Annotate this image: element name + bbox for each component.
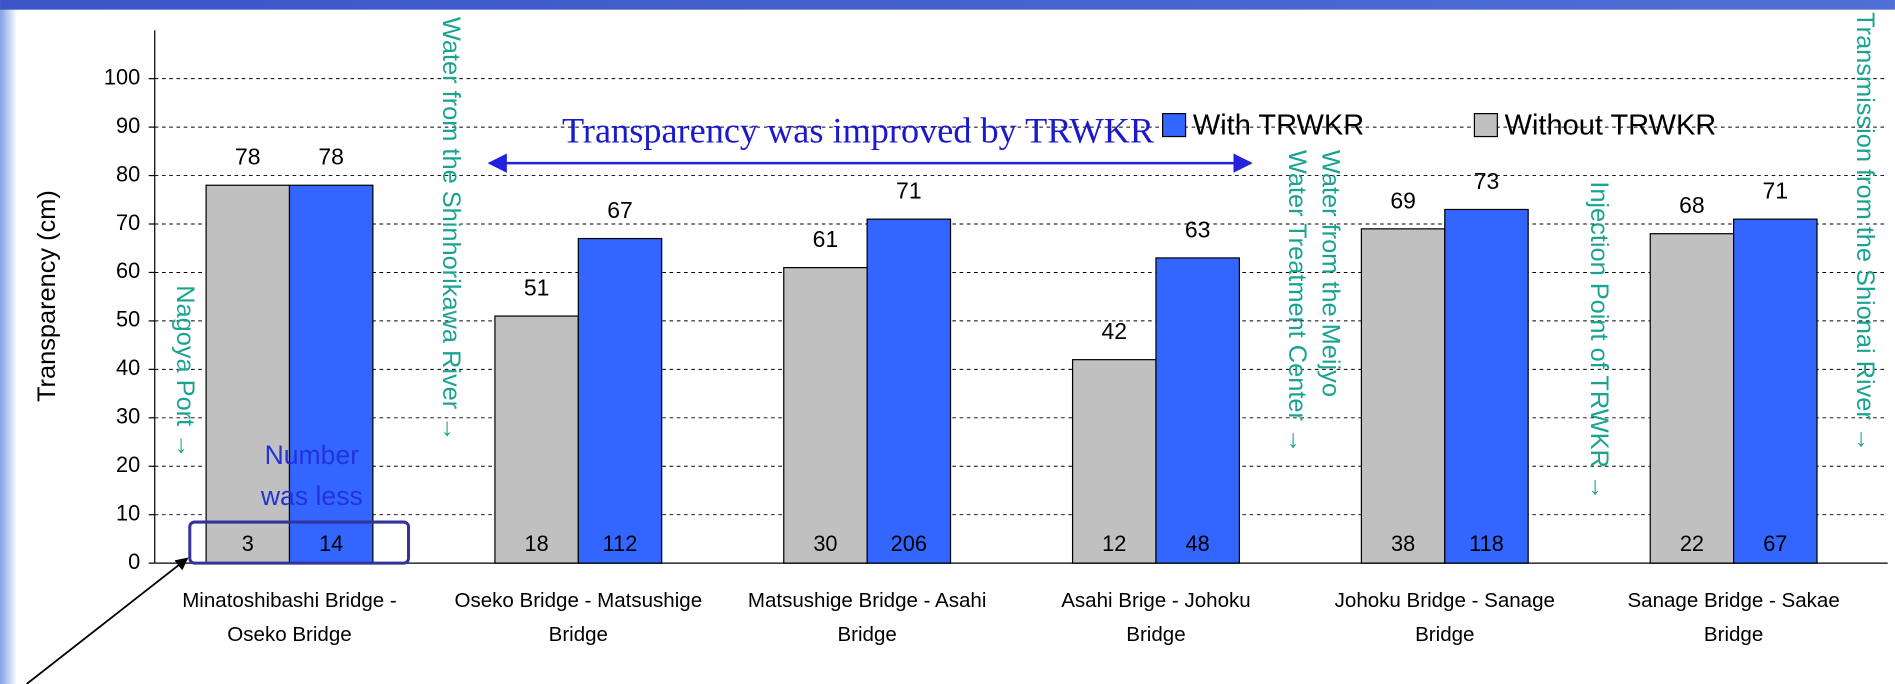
data-label: 42 bbox=[1102, 318, 1128, 344]
bar bbox=[1733, 218, 1818, 564]
x-tick-label: Asahi Brige - Johoku bbox=[1061, 589, 1250, 612]
y-axis-label: Transparency (cm) bbox=[33, 190, 61, 402]
x-tick-label: Johoku Bridge - Sanage bbox=[1335, 589, 1555, 612]
count-label: 67 bbox=[1763, 531, 1787, 556]
bar bbox=[1360, 228, 1446, 564]
improvement-text: Transparency was improved by TRWKR bbox=[562, 110, 1155, 150]
y-tick-label: 40 bbox=[116, 355, 140, 380]
bar bbox=[494, 315, 579, 564]
x-tick-label: Bridge bbox=[1704, 623, 1763, 646]
count-label: 112 bbox=[603, 531, 638, 556]
data-label: 78 bbox=[318, 144, 344, 170]
count-label: 118 bbox=[1469, 531, 1504, 556]
x-tick-label: Bridge bbox=[1126, 623, 1185, 646]
legend-swatch bbox=[1162, 112, 1187, 138]
bar bbox=[1444, 208, 1529, 564]
x-tick-label: Sanage Bridge - Sakae bbox=[1627, 589, 1839, 612]
data-label: 73 bbox=[1474, 168, 1500, 194]
vertical-annotation: Water Treatment Center → bbox=[1283, 150, 1311, 453]
count-label: 22 bbox=[1680, 531, 1704, 556]
count-label: 30 bbox=[813, 531, 837, 556]
legend-label: With TRWKR bbox=[1193, 110, 1364, 142]
count-label: 3 bbox=[242, 531, 254, 556]
y-tick-label: 20 bbox=[116, 452, 140, 477]
bar bbox=[783, 267, 868, 564]
data-label: 78 bbox=[235, 144, 261, 170]
y-tick-label: 100 bbox=[104, 64, 140, 89]
vertical-annotation: Transmission from the Shionai River → bbox=[1851, 12, 1879, 452]
data-label: 51 bbox=[524, 275, 550, 301]
y-tick-label: 70 bbox=[116, 210, 140, 235]
x-tick-label: Oseko Bridge - Matsushige bbox=[454, 589, 702, 612]
x-tick-label: Bridge bbox=[837, 623, 896, 646]
vertical-annotation: Nagoya Port → bbox=[171, 285, 199, 458]
data-label: 68 bbox=[1679, 192, 1705, 218]
box-note: was less bbox=[260, 481, 363, 511]
y-tick-label: 90 bbox=[116, 113, 140, 138]
y-tick-label: 50 bbox=[116, 307, 140, 332]
x-tick-label: Matsushige Bridge - Asahi bbox=[748, 589, 987, 612]
count-label: 18 bbox=[525, 531, 549, 556]
y-tick-label: 0 bbox=[128, 549, 140, 574]
legend-label: Without TRWKR bbox=[1505, 110, 1717, 142]
data-label: 63 bbox=[1185, 216, 1211, 242]
count-label: 206 bbox=[891, 531, 927, 556]
count-label: 38 bbox=[1391, 531, 1415, 556]
vertical-annotation: Water from the Meijyo bbox=[1317, 150, 1345, 397]
legend-swatch bbox=[1473, 112, 1498, 138]
bar bbox=[1155, 257, 1240, 564]
side-band bbox=[0, 0, 17, 684]
highlight-box bbox=[188, 520, 411, 565]
data-label: 67 bbox=[607, 197, 633, 223]
vertical-annotation: Injection Point of TRWKR → bbox=[1585, 181, 1613, 500]
x-tick-label: Bridge bbox=[549, 623, 608, 646]
count-label: 48 bbox=[1186, 531, 1210, 556]
vertical-annotation: Water from the Shinhorikawa River → bbox=[437, 17, 465, 442]
y-tick-label: 10 bbox=[116, 500, 140, 525]
count-label: 14 bbox=[319, 531, 343, 556]
pointer-arrow bbox=[26, 557, 189, 684]
y-tick-label: 30 bbox=[116, 404, 140, 429]
x-tick-label: Bridge bbox=[1415, 623, 1474, 646]
x-tick-label: Oseko Bridge bbox=[227, 623, 351, 646]
y-tick-label: 80 bbox=[116, 161, 140, 186]
bar bbox=[1649, 233, 1735, 564]
data-label: 71 bbox=[896, 178, 922, 204]
count-label: 12 bbox=[1102, 531, 1126, 556]
top-band bbox=[0, 0, 1895, 10]
bar bbox=[866, 218, 952, 564]
data-label: 69 bbox=[1390, 187, 1416, 213]
box-note: Number bbox=[265, 440, 360, 470]
x-tick-label: Minatoshibashi Bridge - bbox=[182, 589, 397, 612]
data-label: 71 bbox=[1763, 178, 1789, 204]
bar bbox=[577, 237, 663, 564]
data-label: 61 bbox=[813, 226, 839, 252]
y-tick-label: 60 bbox=[116, 258, 140, 283]
